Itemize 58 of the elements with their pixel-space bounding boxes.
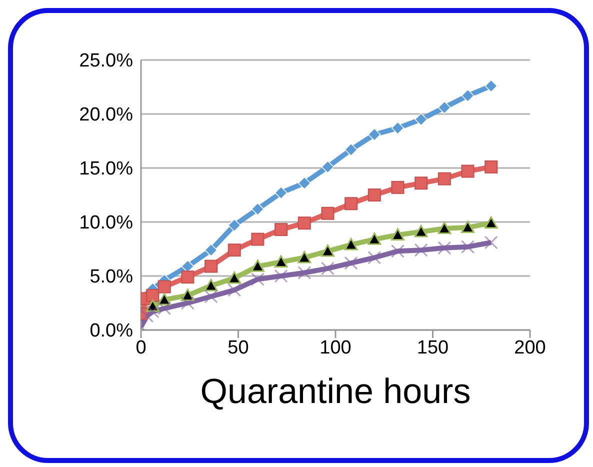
point — [228, 244, 241, 257]
point — [414, 113, 428, 126]
point — [414, 224, 428, 238]
point — [250, 260, 264, 272]
point — [438, 222, 452, 234]
point — [204, 260, 218, 273]
point — [228, 218, 241, 232]
point — [274, 186, 288, 200]
point — [438, 101, 451, 114]
point — [461, 89, 474, 102]
y-tick-label: 15.0% — [79, 158, 134, 180]
point — [344, 143, 358, 156]
point — [484, 216, 498, 229]
point — [274, 223, 288, 236]
x-tick-label: 150 — [416, 337, 449, 358]
point — [181, 270, 194, 284]
x-tick-label: 200 — [514, 337, 546, 358]
point — [461, 220, 475, 233]
y-tick-label: 5.0% — [90, 266, 134, 288]
x-axis-title: Quarantine hours — [200, 372, 471, 411]
point — [158, 293, 172, 306]
point — [251, 232, 264, 246]
point — [274, 255, 288, 268]
point — [390, 228, 404, 241]
point — [204, 244, 218, 256]
point — [146, 299, 160, 312]
point — [298, 250, 312, 264]
point — [484, 160, 498, 174]
point — [298, 176, 311, 190]
point — [344, 197, 358, 210]
y-tick-label: 25.0% — [79, 50, 134, 72]
point — [298, 216, 311, 230]
point — [228, 271, 242, 284]
point — [461, 164, 474, 178]
point — [344, 238, 358, 250]
point — [484, 80, 498, 92]
point — [368, 232, 382, 245]
point — [251, 202, 264, 216]
y-tick-label: 10.0% — [79, 212, 134, 234]
point — [158, 280, 171, 294]
point — [414, 176, 428, 190]
x-tick-label: 100 — [320, 337, 352, 358]
point — [391, 180, 404, 194]
point — [321, 206, 334, 220]
point — [391, 122, 404, 134]
x-tick-label: 50 — [228, 337, 249, 358]
point — [180, 288, 194, 301]
y-tick-label: 0.0% — [90, 320, 134, 342]
y-tick-label: 20.0% — [79, 104, 134, 126]
point — [204, 278, 218, 292]
point — [321, 160, 334, 174]
point — [320, 244, 334, 257]
point — [368, 188, 381, 202]
point — [181, 260, 194, 273]
point — [438, 172, 451, 186]
point — [146, 288, 160, 302]
point — [368, 128, 381, 141]
x-tick-label: 0 — [136, 337, 146, 358]
